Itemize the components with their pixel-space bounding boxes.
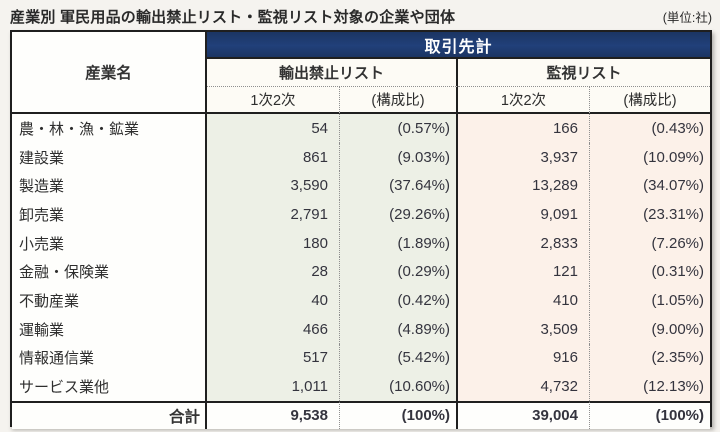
export-ban-share: (9.03%) [340, 142, 458, 172]
watch-share: (10.09%) [590, 142, 710, 172]
watch-share: (12.13%) [590, 372, 710, 401]
industry-label: 運輸業 [12, 314, 207, 344]
export-ban-share: (0.29%) [340, 257, 458, 287]
watch-count: 916 [458, 343, 590, 373]
watch-count: 3,509 [458, 314, 590, 344]
watch-count: 13,289 [458, 171, 590, 201]
row-header-industry: 産業名 [12, 32, 207, 114]
total-export-ban-share: (100%) [340, 400, 458, 429]
total-watch-count: 39,004 [458, 400, 590, 429]
export-ban-share: (0.42%) [340, 286, 458, 315]
watch-share: (0.43%) [590, 114, 710, 143]
export-ban-count: 861 [207, 142, 340, 172]
watch-count: 3,937 [458, 142, 590, 172]
export-ban-count: 466 [207, 314, 340, 344]
watch-count: 9,091 [458, 200, 590, 229]
industry-list-table: 産業名 取引先計 輸出禁止リスト 監視リスト 1次2次 (構成比) 1次2次 (… [10, 30, 712, 429]
industry-label: 不動産業 [12, 286, 207, 315]
total-watch-share: (100%) [590, 400, 710, 429]
export-ban-share: (1.89%) [340, 228, 458, 258]
banner-partners-total: 取引先計 [207, 32, 710, 59]
watch-share: (1.05%) [590, 286, 710, 315]
total-export-ban-count: 9,538 [207, 400, 340, 429]
export-ban-count: 2,791 [207, 200, 340, 229]
subheader-watch-share: (構成比) [590, 87, 710, 114]
watch-share: (34.07%) [590, 171, 710, 201]
watch-share: (7.26%) [590, 228, 710, 258]
subheader-watch-tier: 1次2次 [458, 87, 590, 114]
watch-share: (23.31%) [590, 200, 710, 229]
industry-label: サービス業他 [12, 372, 207, 401]
export-ban-count: 1,011 [207, 372, 340, 401]
watch-share: (9.00%) [590, 314, 710, 344]
industry-label: 農・林・漁・鉱業 [12, 114, 207, 143]
watch-count: 410 [458, 286, 590, 315]
industry-label: 建設業 [12, 142, 207, 172]
export-ban-share: (10.60%) [340, 372, 458, 401]
export-ban-count: 517 [207, 343, 340, 373]
export-ban-share: (37.64%) [340, 171, 458, 201]
export-ban-count: 40 [207, 286, 340, 315]
title-bar: 産業別 軍民用品の輸出禁止リスト・監視リスト対象の企業や団体 (単位:社) [10, 4, 712, 28]
industry-label: 卸売業 [12, 200, 207, 229]
watch-share: (0.31%) [590, 257, 710, 287]
export-ban-count: 54 [207, 114, 340, 143]
page-title: 産業別 軍民用品の輸出禁止リスト・監視リスト対象の企業や団体 [10, 8, 456, 26]
watch-count: 2,833 [458, 228, 590, 258]
group-header-export-ban-list: 輸出禁止リスト [207, 59, 458, 87]
export-ban-count: 28 [207, 257, 340, 287]
export-ban-share: (0.57%) [340, 114, 458, 143]
industry-label: 製造業 [12, 171, 207, 201]
group-header-watch-list: 監視リスト [458, 59, 710, 87]
export-ban-share: (4.89%) [340, 314, 458, 344]
subheader-ban-share: (構成比) [340, 87, 458, 114]
industry-label: 小売業 [12, 228, 207, 258]
industry-label: 情報通信業 [12, 343, 207, 373]
export-ban-count: 3,590 [207, 171, 340, 201]
total-label: 合計 [12, 400, 207, 429]
watch-count: 166 [458, 114, 590, 143]
subheader-ban-tier: 1次2次 [207, 87, 340, 114]
export-ban-count: 180 [207, 228, 340, 258]
watch-count: 4,732 [458, 372, 590, 401]
watch-share: (2.35%) [590, 343, 710, 373]
export-ban-share: (29.26%) [340, 200, 458, 229]
unit-label: (単位:社) [662, 10, 712, 25]
industry-label: 金融・保険業 [12, 257, 207, 287]
watch-count: 121 [458, 257, 590, 287]
export-ban-share: (5.42%) [340, 343, 458, 373]
